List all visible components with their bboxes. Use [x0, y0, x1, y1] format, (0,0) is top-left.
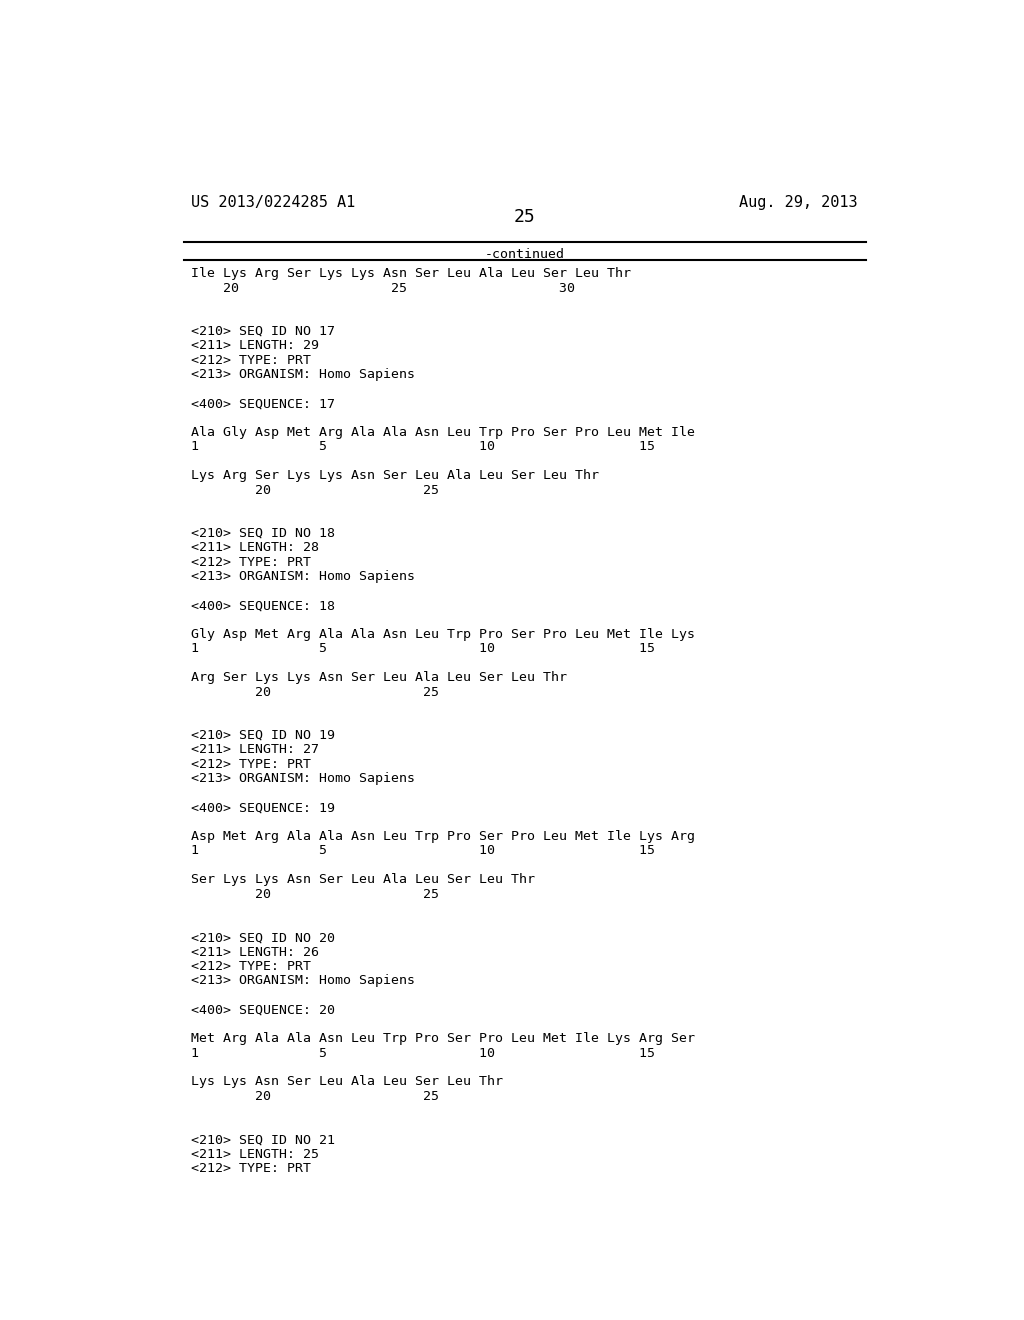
- Text: Lys Lys Asn Ser Leu Ala Leu Ser Leu Thr: Lys Lys Asn Ser Leu Ala Leu Ser Leu Thr: [191, 1076, 504, 1089]
- Text: 1               5                   10                  15: 1 5 10 15: [191, 643, 655, 656]
- Text: Ser Lys Lys Asn Ser Leu Ala Leu Ser Leu Thr: Ser Lys Lys Asn Ser Leu Ala Leu Ser Leu …: [191, 874, 536, 886]
- Text: 20                   25                   30: 20 25 30: [191, 281, 575, 294]
- Text: <210> SEQ ID NO 21: <210> SEQ ID NO 21: [191, 1133, 336, 1146]
- Text: <400> SEQUENCE: 19: <400> SEQUENCE: 19: [191, 801, 336, 814]
- Text: 20                   25: 20 25: [191, 1090, 439, 1102]
- Text: -continued: -continued: [484, 248, 565, 261]
- Text: <211> LENGTH: 26: <211> LENGTH: 26: [191, 945, 319, 958]
- Text: Lys Arg Ser Lys Lys Asn Ser Leu Ala Leu Ser Leu Thr: Lys Arg Ser Lys Lys Asn Ser Leu Ala Leu …: [191, 469, 599, 482]
- Text: Met Arg Ala Ala Asn Leu Trp Pro Ser Pro Leu Met Ile Lys Arg Ser: Met Arg Ala Ala Asn Leu Trp Pro Ser Pro …: [191, 1032, 695, 1045]
- Text: Aug. 29, 2013: Aug. 29, 2013: [739, 195, 858, 210]
- Text: <211> LENGTH: 27: <211> LENGTH: 27: [191, 743, 319, 756]
- Text: <210> SEQ ID NO 19: <210> SEQ ID NO 19: [191, 729, 336, 742]
- Text: 20                   25: 20 25: [191, 483, 439, 496]
- Text: 20                   25: 20 25: [191, 685, 439, 698]
- Text: <211> LENGTH: 28: <211> LENGTH: 28: [191, 541, 319, 554]
- Text: <213> ORGANISM: Homo Sapiens: <213> ORGANISM: Homo Sapiens: [191, 772, 416, 785]
- Text: US 2013/0224285 A1: US 2013/0224285 A1: [191, 195, 355, 210]
- Text: <400> SEQUENCE: 20: <400> SEQUENCE: 20: [191, 1003, 336, 1016]
- Text: <213> ORGANISM: Homo Sapiens: <213> ORGANISM: Homo Sapiens: [191, 368, 416, 381]
- Text: <400> SEQUENCE: 17: <400> SEQUENCE: 17: [191, 397, 336, 411]
- Text: <213> ORGANISM: Homo Sapiens: <213> ORGANISM: Homo Sapiens: [191, 974, 416, 987]
- Text: <211> LENGTH: 29: <211> LENGTH: 29: [191, 339, 319, 352]
- Text: Ala Gly Asp Met Arg Ala Ala Asn Leu Trp Pro Ser Pro Leu Met Ile: Ala Gly Asp Met Arg Ala Ala Asn Leu Trp …: [191, 426, 695, 440]
- Text: <212> TYPE: PRT: <212> TYPE: PRT: [191, 1162, 311, 1175]
- Text: <212> TYPE: PRT: <212> TYPE: PRT: [191, 758, 311, 771]
- Text: <400> SEQUENCE: 18: <400> SEQUENCE: 18: [191, 599, 336, 612]
- Text: 20                   25: 20 25: [191, 888, 439, 900]
- Text: 25: 25: [514, 209, 536, 226]
- Text: 1               5                   10                  15: 1 5 10 15: [191, 441, 655, 453]
- Text: <212> TYPE: PRT: <212> TYPE: PRT: [191, 354, 311, 367]
- Text: 1               5                   10                  15: 1 5 10 15: [191, 845, 655, 858]
- Text: Gly Asp Met Arg Ala Ala Asn Leu Trp Pro Ser Pro Leu Met Ile Lys: Gly Asp Met Arg Ala Ala Asn Leu Trp Pro …: [191, 628, 695, 642]
- Text: <210> SEQ ID NO 20: <210> SEQ ID NO 20: [191, 931, 336, 944]
- Text: Ile Lys Arg Ser Lys Lys Asn Ser Leu Ala Leu Ser Leu Thr: Ile Lys Arg Ser Lys Lys Asn Ser Leu Ala …: [191, 267, 632, 280]
- Text: Asp Met Arg Ala Ala Asn Leu Trp Pro Ser Pro Leu Met Ile Lys Arg: Asp Met Arg Ala Ala Asn Leu Trp Pro Ser …: [191, 830, 695, 843]
- Text: <212> TYPE: PRT: <212> TYPE: PRT: [191, 556, 311, 569]
- Text: Arg Ser Lys Lys Asn Ser Leu Ala Leu Ser Leu Thr: Arg Ser Lys Lys Asn Ser Leu Ala Leu Ser …: [191, 672, 567, 684]
- Text: 1               5                   10                  15: 1 5 10 15: [191, 1047, 655, 1060]
- Text: <213> ORGANISM: Homo Sapiens: <213> ORGANISM: Homo Sapiens: [191, 570, 416, 583]
- Text: <211> LENGTH: 25: <211> LENGTH: 25: [191, 1147, 319, 1160]
- Text: <212> TYPE: PRT: <212> TYPE: PRT: [191, 960, 311, 973]
- Text: <210> SEQ ID NO 18: <210> SEQ ID NO 18: [191, 527, 336, 540]
- Text: <210> SEQ ID NO 17: <210> SEQ ID NO 17: [191, 325, 336, 338]
